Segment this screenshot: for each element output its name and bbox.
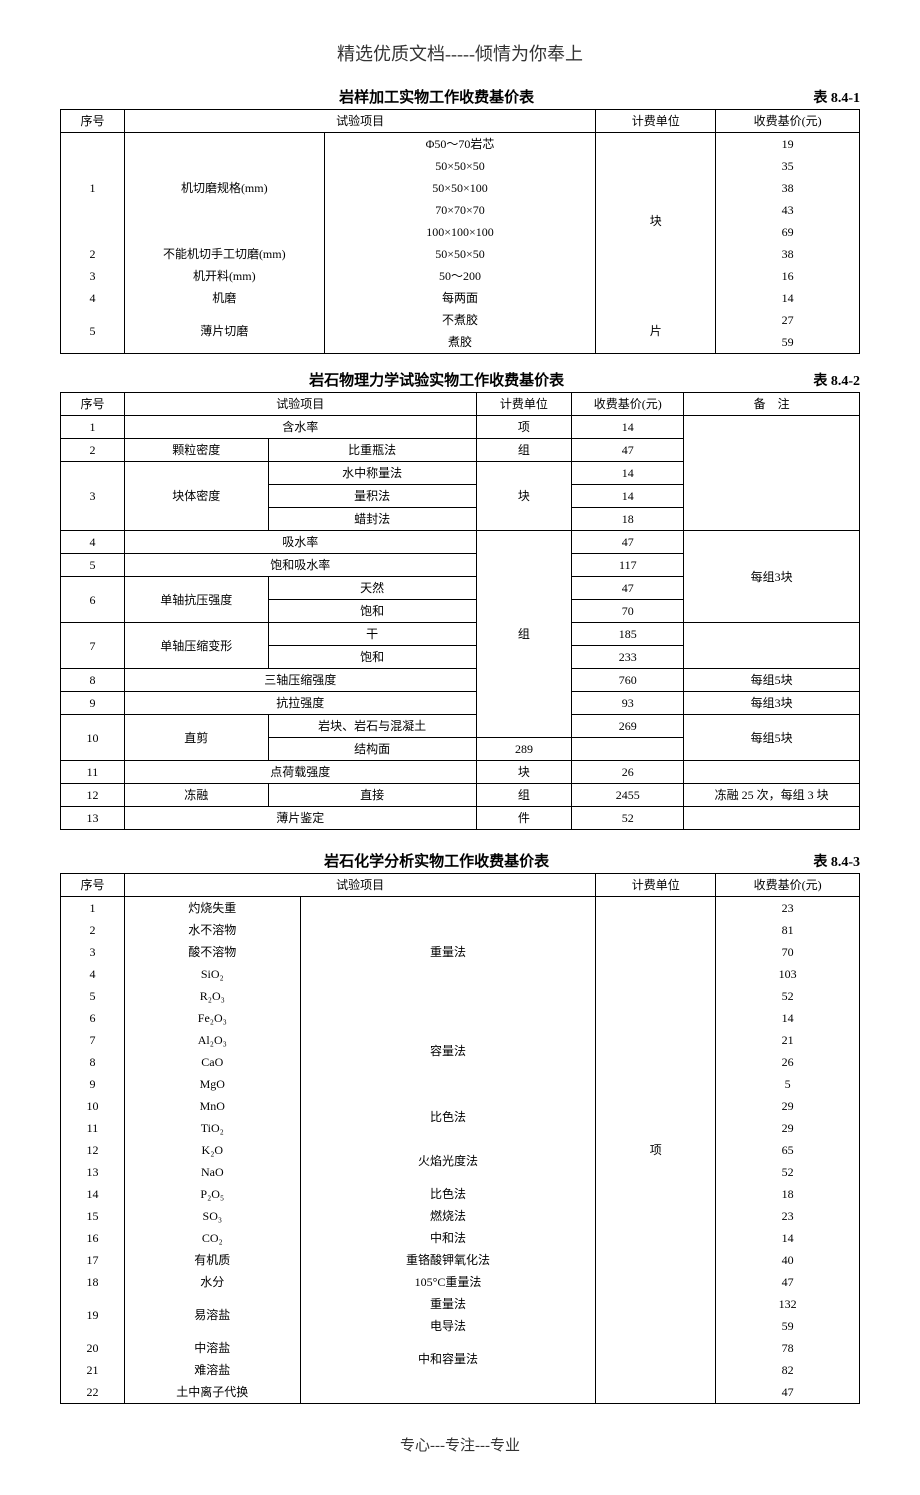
page-header: 精选优质文档-----倾情为你奉上 — [60, 40, 860, 66]
table-row: 1含水率项14 — [61, 416, 860, 439]
table1-num: 表 8.4-1 — [813, 87, 860, 107]
table-row: 3机开料(mm)50～20016 — [61, 265, 860, 287]
table-row: 8三轴压缩强度760每组5块 — [61, 669, 860, 692]
col-price: 收费基价(元) — [716, 110, 860, 133]
table1-title-row: 岩样加工实物工作收费基价表 表 8.4-1 — [60, 86, 860, 107]
table-row: 4吸水率组47每组3块 — [61, 531, 860, 554]
table3-title-row: 岩石化学分析实物工作收费基价表 表 8.4-3 — [60, 850, 860, 871]
table-row: 12K₂O火焰光度法65 — [61, 1139, 860, 1161]
table-row: 20中溶盐中和容量法78 — [61, 1337, 860, 1359]
page-footer: 专心---专注---专业 — [60, 1434, 860, 1455]
table3: 序号 试验项目 计费单位 收费基价(元) 1灼烧失重重量法项23 2水不溶物81… — [60, 873, 860, 1404]
table-row: 16CO₂中和法14 — [61, 1227, 860, 1249]
table2-title-row: 岩石物理力学试验实物工作收费基价表 表 8.4-2 — [60, 369, 860, 390]
table2: 序号 试验项目 计费单位 收费基价(元) 备 注 1含水率项14 2颗粒密度比重… — [60, 392, 860, 830]
table-row: 7单轴压缩变形干185 — [61, 623, 860, 646]
table3-header-row: 序号 试验项目 计费单位 收费基价(元) — [61, 874, 860, 897]
table-row: 19易溶盐重量法132 — [61, 1293, 860, 1315]
table-row: 12冻融直接组2455冻融 25 次，每组 3 块 — [61, 784, 860, 807]
table-row: 6Fe₂O₃容量法14 — [61, 1007, 860, 1029]
table-row: 15SO₃燃烧法23 — [61, 1205, 860, 1227]
table-row: 22土中离子代换47 — [61, 1381, 860, 1404]
table-row: 17有机质重铬酸钾氧化法40 — [61, 1249, 860, 1271]
table2-header-row: 序号 试验项目 计费单位 收费基价(元) 备 注 — [61, 393, 860, 416]
table-row: 1灼烧失重重量法项23 — [61, 897, 860, 920]
table-row: 1 机切磨规格(mm) Φ50～70岩芯 块 19 — [61, 133, 860, 156]
table-row: 5薄片切磨不煮胶片27 — [61, 309, 860, 331]
table1-header-row: 序号 试验项目 计费单位 收费基价(元) — [61, 110, 860, 133]
table3-title: 岩石化学分析实物工作收费基价表 — [60, 850, 813, 871]
col-seq: 序号 — [61, 110, 125, 133]
table-row: 10MnO比色法29 — [61, 1095, 860, 1117]
table-row: 2不能机切手工切磨(mm)50×50×5038 — [61, 243, 860, 265]
table1-title: 岩样加工实物工作收费基价表 — [60, 86, 813, 107]
table1: 序号 试验项目 计费单位 收费基价(元) 1 机切磨规格(mm) Φ50～70岩… — [60, 109, 860, 354]
table2-title: 岩石物理力学试验实物工作收费基价表 — [60, 369, 813, 390]
table3-num: 表 8.4-3 — [813, 851, 860, 871]
table-row: 13薄片鉴定件52 — [61, 807, 860, 830]
table-row: 10直剪岩块、岩石与混凝土269每组5块 — [61, 715, 860, 738]
table2-num: 表 8.4-2 — [813, 370, 860, 390]
table-row: 9抗拉强度93每组3块 — [61, 692, 860, 715]
table-row: 11点荷载强度块26 — [61, 761, 860, 784]
col-unit: 计费单位 — [596, 110, 716, 133]
table-row: 4机磨每两面14 — [61, 287, 860, 309]
table-row: 14P₂O₅比色法18 — [61, 1183, 860, 1205]
col-item: 试验项目 — [124, 110, 595, 133]
table-row: 18水分105°C重量法47 — [61, 1271, 860, 1293]
